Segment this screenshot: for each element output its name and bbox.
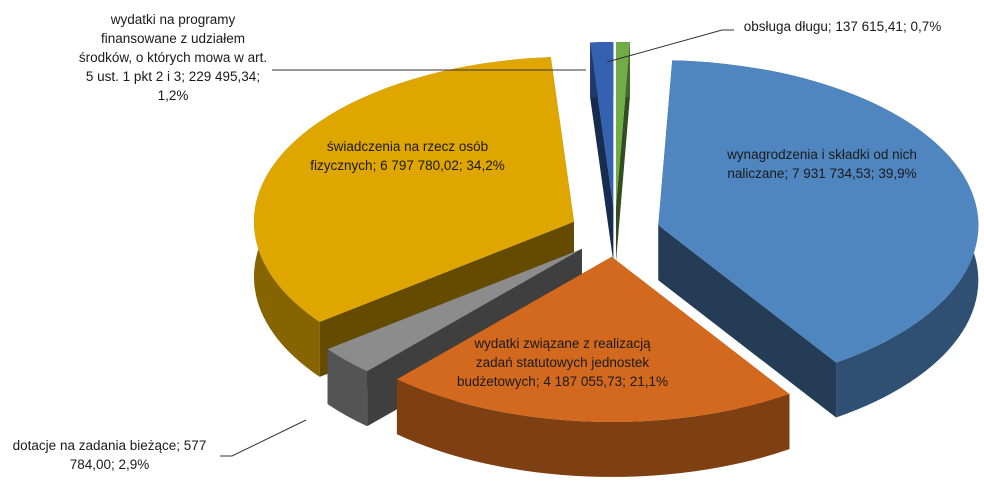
leader-line: [220, 419, 307, 457]
data-label: dotacje na zadania bieżące; 577 784,00; …: [2, 436, 217, 474]
label-separator: ;: [535, 374, 544, 389]
label-separator: ;: [902, 19, 911, 34]
label-part: dotacje na zadania bieżące: [12, 438, 177, 453]
label-part: 21,1%: [629, 374, 668, 389]
label-part: 229 495,34: [188, 69, 257, 84]
label-part: wydatki związane z realizacją zadań stat…: [457, 336, 651, 389]
label-separator: ;: [784, 166, 792, 181]
label-separator: ;: [622, 374, 630, 389]
slice-wall: [396, 379, 790, 477]
data-label: wynagrodzenia i składki od nich naliczan…: [712, 145, 932, 183]
label-part: 137 615,41: [835, 19, 903, 34]
data-label: świadczenia na rzecz osób fizycznych; 6 …: [300, 137, 515, 175]
leader-line: [606, 29, 734, 63]
slice-side: [590, 42, 614, 263]
data-label: wydatki związane z realizacją zadań stat…: [455, 334, 670, 391]
label-separator: ;: [827, 19, 836, 34]
label-separator: ;: [372, 158, 381, 173]
slice: [615, 42, 630, 263]
slice-wall: [327, 349, 368, 427]
label-separator: ;: [458, 158, 467, 173]
label-part: 577 784,00: [69, 438, 207, 472]
slice: [658, 60, 979, 418]
slice: [590, 42, 614, 263]
slice-top: [658, 60, 979, 363]
label-separator: ;: [256, 69, 261, 84]
slice-side: [615, 42, 630, 263]
slice-top: [327, 248, 582, 372]
label-part: 7 931 734,53: [791, 166, 871, 181]
slice-top: [590, 42, 614, 208]
data-label: obsługa długu; 137 615,41; 0,7%: [735, 17, 950, 36]
label-part: 0,7%: [910, 19, 942, 34]
label-part: 34,2%: [466, 158, 505, 173]
label-separator: ;: [870, 166, 879, 181]
label-part: 6 797 780,02: [380, 158, 459, 173]
label-part: wynagrodzenia i składki od nich naliczan…: [727, 147, 917, 181]
data-label: wydatki na programy finansowane z udział…: [78, 10, 268, 105]
label-part: 4 187 055,73: [543, 374, 623, 389]
slice-side: [327, 248, 582, 405]
label-part: wydatki na programy finansowane z udział…: [78, 12, 268, 84]
label-part: 2,9%: [118, 457, 150, 472]
label-separator: ;: [176, 438, 184, 453]
slice-side: [658, 225, 837, 418]
slice-top: [615, 42, 630, 208]
slice-top: [396, 256, 790, 422]
label-separator: ;: [181, 69, 189, 84]
slice: [396, 256, 790, 477]
label-part: 1,2%: [157, 88, 189, 103]
label-separator: ;: [111, 457, 119, 472]
label-part: świadczenia na rzecz osób fizycznych: [310, 139, 489, 173]
label-part: 39,9%: [878, 166, 917, 181]
slice-top: [253, 57, 574, 322]
label-part: obsługa długu: [743, 19, 828, 34]
